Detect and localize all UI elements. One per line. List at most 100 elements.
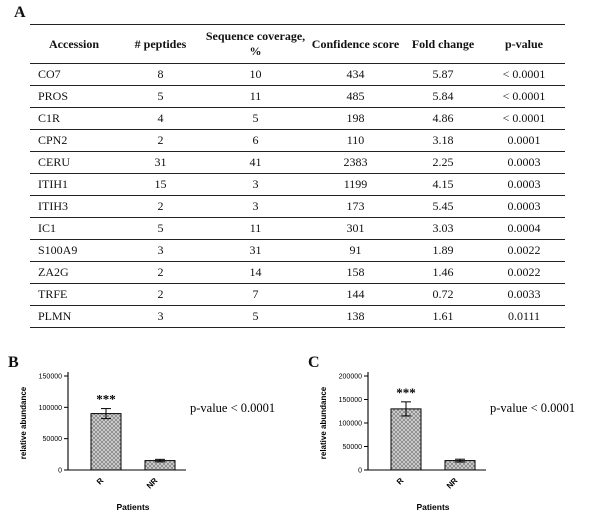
table-cell: 15 (118, 173, 203, 196)
y-tick-label: 0 (58, 468, 62, 475)
table-cell: 14 (203, 261, 308, 284)
table-row: S100A9 3 31 91 1.89 0.0022 (30, 239, 565, 262)
table-cell: < 0.0001 (483, 85, 565, 108)
table-cell: TRFE (30, 283, 118, 306)
col-header: Accession (30, 24, 118, 64)
table-cell: 3.03 (403, 217, 483, 240)
x-axis-label: Patients (416, 502, 449, 512)
table-cell: 6 (203, 129, 308, 152)
table-cell: 5.45 (403, 195, 483, 218)
table-row: CO7 8 10 434 5.87 < 0.0001 (30, 63, 565, 86)
table-cell: 4 (118, 107, 203, 130)
table-cell: 2383 (308, 151, 403, 174)
table-cell: 198 (308, 107, 403, 130)
bar-chart-b: 0 50000 100000 150000 relative abundance R ***… (16, 360, 300, 527)
table-cell: 31 (203, 239, 308, 262)
table-row: CPN2 2 6 110 3.18 0.0001 (30, 129, 565, 152)
table-cell: CPN2 (30, 129, 118, 152)
table-cell: 1.61 (403, 305, 483, 328)
y-tick-label: 150000 (339, 397, 362, 404)
table-cell: 0.0001 (483, 129, 565, 152)
panel-b-label: B (8, 354, 19, 371)
x-tick-label: R (95, 476, 106, 487)
y-tick-label: 50000 (43, 436, 63, 443)
table-cell: 3 (203, 195, 308, 218)
table-row: PROS 5 11 485 5.84 < 0.0001 (30, 85, 565, 108)
table-cell: 0.0022 (483, 239, 565, 262)
table-cell: 5 (118, 217, 203, 240)
table-cell: ITIH3 (30, 195, 118, 218)
y-axis-label: relative abundance (19, 386, 28, 459)
table-cell: 110 (308, 129, 403, 152)
table-cell: 2 (118, 283, 203, 306)
table-cell: 0.0022 (483, 261, 565, 284)
panel-c-label: C (308, 354, 320, 371)
significance-stars: *** (396, 385, 416, 400)
table-cell: 8 (118, 63, 203, 86)
y-tick-label: 100000 (339, 421, 362, 428)
table-cell: C1R (30, 107, 118, 130)
table-cell: < 0.0001 (483, 63, 565, 86)
col-header: Confidence score (308, 24, 403, 64)
table-cell: CO7 (30, 63, 118, 86)
y-tick-label: 150000 (39, 374, 62, 381)
table-cell: 5 (203, 305, 308, 328)
table-cell: 2 (118, 195, 203, 218)
table-cell: PLMN (30, 305, 118, 328)
table-cell: 158 (308, 261, 403, 284)
table-cell: 2.25 (403, 151, 483, 174)
table-cell: 7 (203, 283, 308, 306)
table-cell: 5.84 (403, 85, 483, 108)
charts-row: B 0 50000 100000 150000 relative abundance R *… (0, 352, 601, 523)
table-cell: 0.0004 (483, 217, 565, 240)
table-row: ITIH1 15 3 1199 4.15 0.0003 (30, 173, 565, 196)
significance-stars: *** (96, 392, 116, 407)
table-header-row: Accession # peptides Sequence coverage, % C… (30, 24, 565, 64)
table-cell: 91 (308, 239, 403, 262)
table-cell: 3 (118, 305, 203, 328)
col-header: Fold change (403, 24, 483, 64)
table-row: C1R 4 5 198 4.86 < 0.0001 (30, 107, 565, 130)
table-row: ZA2G 2 14 158 1.46 0.0022 (30, 261, 565, 284)
table-row: IC1 5 11 301 3.03 0.0004 (30, 217, 565, 240)
table-cell: ZA2G (30, 261, 118, 284)
panel-c: C 0 50000 100000 150000 200000 relative abund… (300, 352, 600, 523)
y-tick-label: 0 (358, 468, 362, 475)
protein-table-wrap: Accession # peptides Sequence coverage, % C… (30, 24, 565, 328)
table-cell: 2 (118, 129, 203, 152)
y-tick-label: 100000 (39, 405, 62, 412)
x-axis-label: Patients (116, 502, 149, 512)
panel-a-label: A (14, 4, 26, 21)
table-cell: 485 (308, 85, 403, 108)
y-tick-label: 50000 (343, 444, 363, 451)
table-cell: 2 (118, 261, 203, 284)
x-tick-label: NR (145, 476, 160, 491)
x-tick-label: NR (445, 476, 460, 491)
table-cell: ITIH1 (30, 173, 118, 196)
table-cell: 41 (203, 151, 308, 174)
table-cell: 4.15 (403, 173, 483, 196)
table-cell: 5 (203, 107, 308, 130)
col-header: # peptides (118, 24, 203, 64)
table-cell: CERU (30, 151, 118, 174)
table-cell: 0.72 (403, 283, 483, 306)
bar-chart-c: 0 50000 100000 150000 200000 relative abundan… (316, 360, 600, 527)
table-row: ITIH3 2 3 173 5.45 0.0003 (30, 195, 565, 218)
table-cell: 173 (308, 195, 403, 218)
table-cell: 0.0033 (483, 283, 565, 306)
table-cell: IC1 (30, 217, 118, 240)
p-value-annotation: p-value < 0.0001 (190, 401, 275, 415)
table-cell: 5.87 (403, 63, 483, 86)
table-cell: 144 (308, 283, 403, 306)
table-cell: 10 (203, 63, 308, 86)
table-cell: 3 (203, 173, 308, 196)
table-row: PLMN 3 5 138 1.61 0.0111 (30, 305, 565, 328)
table-cell: 0.0003 (483, 151, 565, 174)
table-cell: 31 (118, 151, 203, 174)
table-cell: S100A9 (30, 239, 118, 262)
table-cell: PROS (30, 85, 118, 108)
table-cell: 5 (118, 85, 203, 108)
table-cell: 0.0111 (483, 305, 565, 328)
table-cell: 1.46 (403, 261, 483, 284)
table-cell: 3 (118, 239, 203, 262)
